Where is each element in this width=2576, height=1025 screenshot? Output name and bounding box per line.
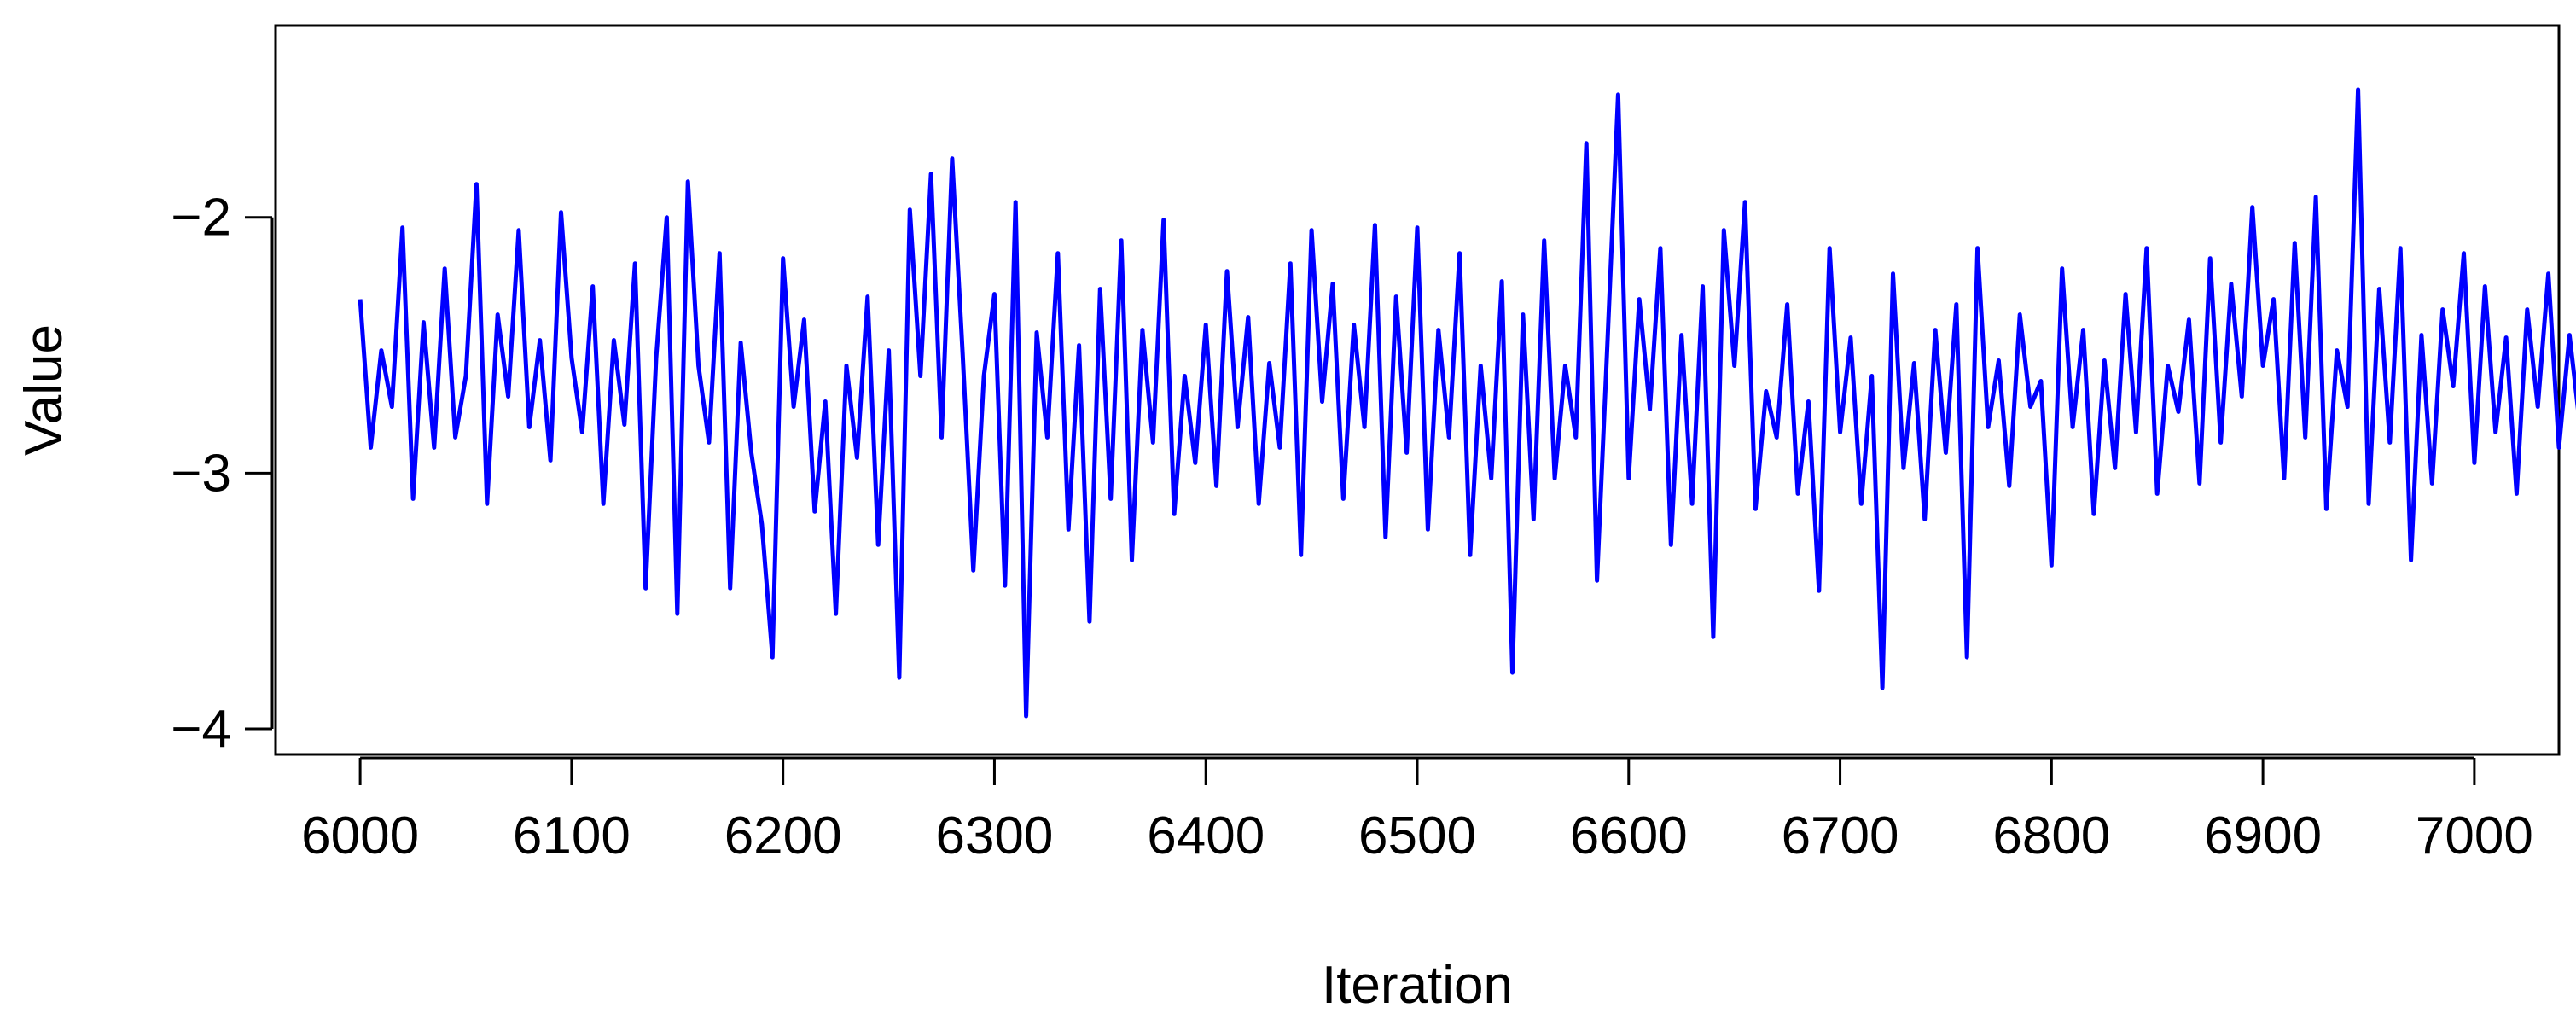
x-axis: 6000 6100 6200 6300 6400 6500 6600 6700 6800 6900… — [301, 756, 2533, 865]
series-layer — [358, 87, 2576, 719]
y-tick-label: −2 — [171, 189, 231, 248]
x-tick-label: 6300 — [935, 807, 1053, 865]
x-tick-label: 7000 — [2416, 807, 2533, 865]
x-tick-label: 6100 — [513, 807, 631, 865]
x-tick-label: 6400 — [1147, 807, 1265, 865]
x-tick-label: 6900 — [2204, 807, 2322, 865]
x-tick-label: 6800 — [1992, 807, 2110, 865]
y-axis: −2 −3 −4 — [171, 189, 274, 759]
trace-line — [358, 87, 2576, 719]
x-tick-label: 6600 — [1570, 807, 1688, 865]
x-tick-label: 6500 — [1358, 807, 1476, 865]
y-tick-label: −4 — [171, 700, 231, 759]
x-axis-title: Iteration — [1322, 956, 1513, 1015]
y-axis-title: Value — [15, 324, 73, 456]
x-tick-label: 6700 — [1782, 807, 1899, 865]
y-tick-label: −3 — [171, 444, 231, 503]
plot-frame — [274, 24, 2561, 756]
x-tick-label: 6000 — [301, 807, 419, 865]
x-tick-label: 6200 — [724, 807, 842, 865]
